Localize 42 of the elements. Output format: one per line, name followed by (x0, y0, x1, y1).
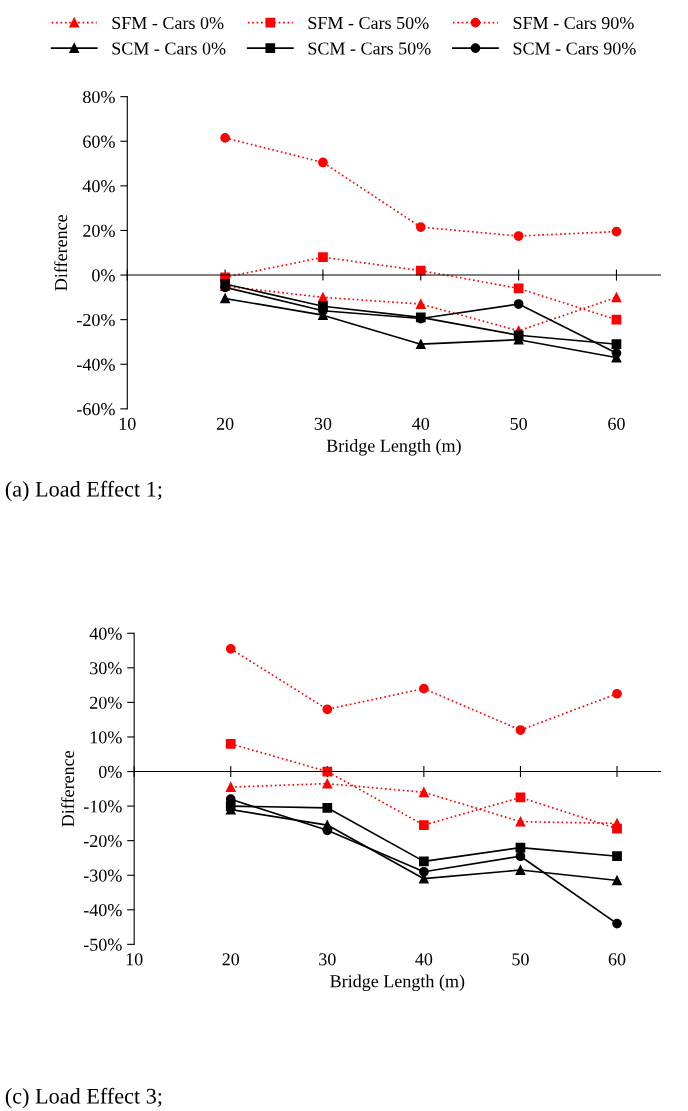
x-tick-label: 50 (510, 417, 527, 430)
legend-label: SCM - Cars 0% (112, 42, 226, 55)
x-tick-label: 20 (216, 417, 234, 430)
y-tick-label: 40% (82, 180, 115, 193)
y-tick-label: -10% (83, 800, 122, 813)
y-tick-label: 0% (92, 269, 115, 282)
y-tick-label: 20% (90, 696, 122, 709)
y-tick-label: 20% (83, 224, 115, 237)
x-tick-label: 40 (415, 953, 433, 966)
y-tick-label: -40% (83, 904, 122, 917)
y-tick-label: -20% (83, 834, 122, 848)
x-tick-label: 60 (608, 953, 626, 966)
y-tick-label: 0% (98, 765, 122, 779)
x-tick-label: 30 (319, 953, 336, 966)
y-tick-label: 30% (90, 662, 122, 675)
y-tick-label: -40% (77, 358, 115, 371)
legend-label: SCM - Cars 90% (513, 42, 636, 55)
x-tick-label: 10 (126, 953, 143, 966)
legend-label: SFM - Cars 0% (112, 16, 224, 30)
y-tick-label: -20% (77, 313, 115, 327)
x-tick-label: 40 (412, 417, 430, 430)
y-tick-label: -30% (83, 869, 122, 882)
x-tick-label: 30 (314, 417, 332, 430)
text: (c) Load Effect 3; (5, 1087, 162, 1109)
legend-label: SFM - Cars 50% (308, 16, 429, 30)
x-tick-label: 60 (608, 417, 625, 430)
y-tick-label: 40% (89, 627, 122, 640)
x-tick-label: 10 (119, 417, 136, 430)
y-tick-label: -50% (83, 938, 122, 951)
x-tick-label: 50 (512, 953, 529, 966)
x-axis-title: Bridge Length (m) (330, 974, 465, 992)
y-tick-label: 10% (90, 731, 122, 744)
legend-label: SCM - Cars 50% (308, 42, 431, 55)
y-axis-title: Difference (54, 214, 68, 291)
x-axis-title: Bridge Length (m) (326, 439, 461, 456)
y-tick-label: 60% (83, 135, 115, 148)
text: (a) Load Effect 1; (5, 480, 162, 502)
legend-label: SFM - Cars 90% (513, 16, 634, 30)
y-axis-title: Difference (61, 751, 75, 827)
y-tick-label: -60% (77, 403, 115, 416)
x-tick-label: 20 (222, 953, 240, 966)
y-tick-label: 80% (83, 90, 115, 104)
